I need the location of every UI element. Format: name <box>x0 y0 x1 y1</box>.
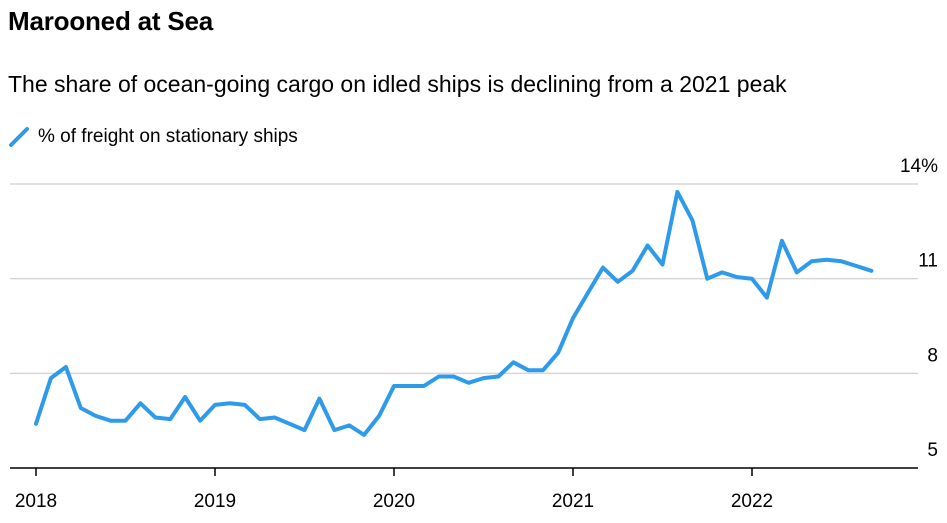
data-point <box>422 384 426 388</box>
data-point <box>675 190 679 194</box>
series-line-freight-on-stationary-ships <box>34 189 874 437</box>
x-tick-label: 2019 <box>194 491 236 512</box>
data-point <box>765 296 769 300</box>
data-point <box>273 416 277 420</box>
data-point <box>437 375 441 379</box>
data-point <box>407 384 411 388</box>
y-tick-label: 8 <box>927 345 938 366</box>
data-point <box>840 259 844 263</box>
data-point <box>49 376 53 380</box>
legend: % of freight on stationary ships <box>8 125 298 149</box>
data-point <box>571 316 575 320</box>
data-point <box>482 376 486 380</box>
data-point <box>526 368 530 372</box>
data-point <box>377 414 381 418</box>
x-axis-labels: 2018 2019 2020 2021 2022 <box>15 491 773 512</box>
data-point <box>825 258 829 262</box>
data-point <box>64 365 68 369</box>
data-point <box>661 263 665 267</box>
y-tick-label: 11 <box>918 251 938 272</box>
data-point <box>646 244 650 248</box>
data-point <box>213 403 217 407</box>
data-point <box>109 419 113 423</box>
y-tick-label: 14% <box>900 156 938 177</box>
data-point <box>720 270 724 274</box>
data-point <box>347 423 351 427</box>
data-point <box>750 277 754 281</box>
data-point <box>631 269 635 273</box>
data-point <box>810 259 814 263</box>
data-point <box>869 269 873 273</box>
data-point <box>795 270 799 274</box>
data-point <box>586 291 590 295</box>
data-point <box>198 419 202 423</box>
chart-subtitle: The share of ocean-going cargo on idled … <box>8 71 787 97</box>
data-point <box>183 395 187 399</box>
data-point <box>288 422 292 426</box>
data-point <box>79 406 83 410</box>
y-tick-label: 5 <box>927 440 938 461</box>
data-point <box>124 419 128 423</box>
data-point <box>34 422 38 426</box>
data-point <box>556 351 560 355</box>
legend-swatch-line <box>9 127 29 147</box>
legend-swatch-icon <box>9 127 29 147</box>
data-point <box>690 218 694 222</box>
grid-layer <box>10 183 918 375</box>
data-point <box>735 275 739 279</box>
x-tick-label: 2020 <box>373 491 415 512</box>
data-point <box>616 280 620 284</box>
data-point <box>303 428 307 432</box>
data-point <box>511 360 515 364</box>
data-point <box>168 417 172 421</box>
data-point <box>243 403 247 407</box>
data-point <box>228 401 232 405</box>
x-axis <box>10 467 918 476</box>
x-tick-label: 2022 <box>731 491 773 512</box>
data-point <box>467 381 471 385</box>
legend-label: % of freight on stationary ships <box>38 126 298 147</box>
y-axis-labels: 14% 11 8 5 <box>900 156 938 461</box>
data-point <box>496 375 500 379</box>
data-point <box>601 266 605 270</box>
chart-title: Marooned at Sea <box>8 6 214 36</box>
data-point <box>138 401 142 405</box>
data-point <box>94 414 98 418</box>
data-point <box>780 239 784 243</box>
data-point <box>332 428 336 432</box>
data-point <box>452 375 456 379</box>
data-point <box>705 277 709 281</box>
data-point <box>317 397 321 401</box>
x-tick-label: 2021 <box>552 491 594 512</box>
x-tick-label: 2018 <box>15 491 57 512</box>
series-layer <box>34 189 874 437</box>
data-point <box>258 417 262 421</box>
data-point <box>854 264 858 268</box>
data-point <box>541 368 545 372</box>
data-point <box>153 416 157 420</box>
data-point <box>362 433 366 437</box>
data-point <box>392 384 396 388</box>
